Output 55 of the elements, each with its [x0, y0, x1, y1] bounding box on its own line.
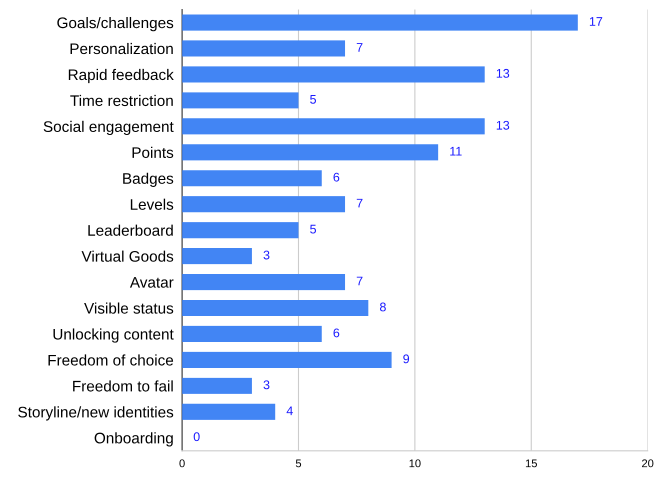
y-tick-label: Freedom to fail: [73, 380, 173, 392]
x-tick-label: 20: [642, 459, 654, 468]
bar: [182, 352, 392, 368]
data-label: 9: [403, 354, 410, 364]
y-tick-label: Rapid feedback: [68, 68, 174, 84]
data-label: 6: [334, 328, 340, 338]
y-tick-label: Freedom of choice: [48, 354, 174, 366]
data-label: 13: [496, 120, 510, 130]
bar: [182, 66, 485, 82]
data-label: 3: [264, 250, 270, 260]
bar: [182, 14, 578, 31]
y-tick-label: Onboarding: [94, 432, 173, 446]
x-tick-label: 5: [296, 460, 302, 468]
y-tick-label: Storyline/new identities: [18, 406, 174, 421]
data-label: 0: [194, 432, 200, 442]
data-label: 13: [496, 68, 510, 78]
bar: [182, 248, 252, 264]
y-tick-label: Social engagement: [44, 120, 174, 136]
data-label: 7: [356, 43, 362, 52]
data-label: 6: [334, 172, 340, 182]
x-tick-label: 10: [410, 459, 421, 468]
y-tick-label: Badges: [123, 172, 174, 187]
y-tick-label: Time restriction: [70, 94, 173, 106]
data-label: 5: [310, 95, 316, 104]
bar: [182, 92, 298, 108]
x-tick-label: 15: [526, 460, 537, 468]
y-tick-label: Visible status: [84, 302, 174, 314]
data-label: 3: [264, 380, 270, 390]
y-tick-label: Avatar: [130, 277, 174, 288]
data-label: 8: [380, 302, 386, 312]
y-tick-label: Goals/challenges: [57, 16, 174, 32]
data-label: 7: [356, 198, 362, 208]
bar: [182, 404, 276, 420]
data-label: 7: [356, 276, 362, 286]
y-tick-label: Virtual Goods: [82, 250, 174, 262]
bar: [182, 170, 322, 186]
y-tick-label: Unlocking content: [54, 328, 174, 343]
data-label: 17: [590, 17, 602, 26]
y-tick-label: Points: [132, 146, 174, 158]
y-tick-label: Personalization: [70, 42, 173, 54]
bar: [182, 274, 346, 290]
x-tick-label: 0: [179, 459, 185, 468]
data-label: 5: [310, 224, 316, 234]
bar: [182, 196, 346, 212]
bar: [182, 378, 252, 394]
y-tick-label: Levels: [130, 198, 174, 210]
bar: [182, 118, 485, 134]
bar: [182, 222, 298, 238]
bar: [182, 40, 346, 57]
bar: [182, 144, 438, 160]
data-label: 4: [286, 406, 293, 416]
y-tick-label: Leaderboard: [88, 224, 173, 236]
bar: [182, 300, 368, 316]
data-label: 11: [450, 146, 462, 156]
bar: [182, 326, 322, 342]
